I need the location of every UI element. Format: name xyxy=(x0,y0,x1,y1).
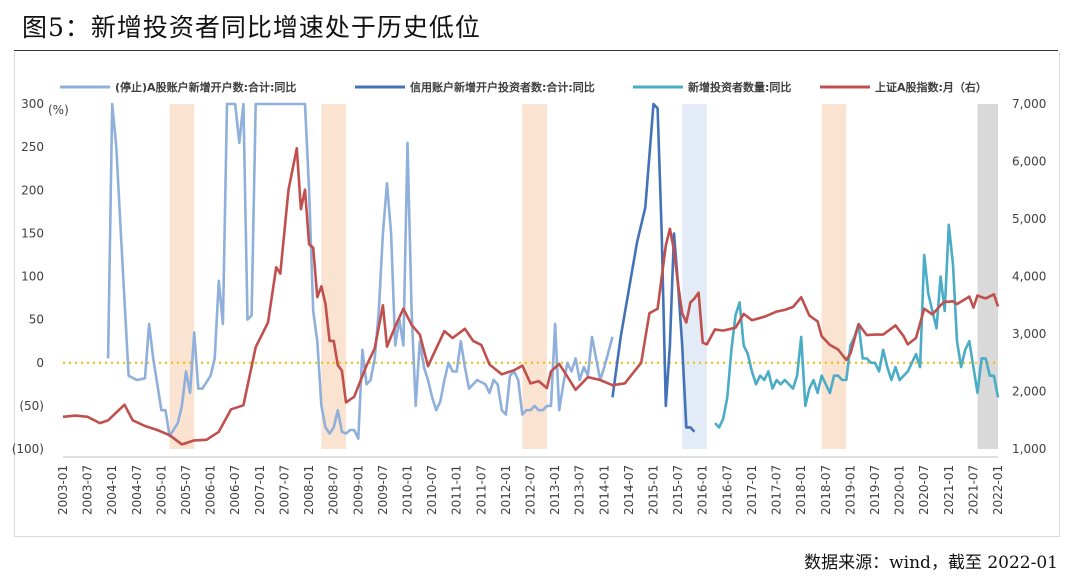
right-tick-label: 4,000 xyxy=(1012,270,1046,284)
legend-label-0: (停止)A股账户新增开户数:合计:同比 xyxy=(115,80,296,94)
x-tick-label: 2019-01 xyxy=(843,465,857,515)
left-tick-label: 100 xyxy=(21,270,44,284)
left-axis-ticks: 300 250 200 150 100 50 0 (50) (100) xyxy=(12,97,44,456)
x-tick-label: 2012-01 xyxy=(499,465,513,515)
left-axis-unit: (%) xyxy=(48,103,69,117)
shaded-period-2 xyxy=(522,104,547,449)
right-tick-label: 3,000 xyxy=(1012,327,1046,341)
x-tick-label: 2018-07 xyxy=(819,465,833,515)
title-band xyxy=(14,4,1058,51)
legend-label-1: 信用账户新增开户投资者数:合计:同比 xyxy=(410,80,595,94)
left-tick-label: 150 xyxy=(21,226,44,240)
x-tick-label: 2015-01 xyxy=(647,465,661,515)
x-tick-label: 2017-01 xyxy=(745,465,759,515)
series-line-1 xyxy=(611,102,696,433)
x-tick-label: 2022-01 xyxy=(991,465,1005,515)
left-tick-label: (100) xyxy=(12,442,44,456)
page-title: 图5：新增投资者同比增速处于历史低位 xyxy=(22,13,481,42)
x-tick-label: 2003-01 xyxy=(56,465,70,515)
series-line-2 xyxy=(714,223,1000,429)
shaded-period-5 xyxy=(977,104,998,449)
x-tick-label: 2016-01 xyxy=(696,465,710,515)
x-tick-label: 2017-07 xyxy=(770,465,784,515)
legend-label-2: 新增投资者数量:同比 xyxy=(688,80,791,94)
shaded-period-1 xyxy=(321,104,346,449)
shaded-periods xyxy=(169,104,998,449)
x-tick-label: 2007-07 xyxy=(277,465,291,515)
left-tick-label: 250 xyxy=(21,140,44,154)
legend-label-3: 上证A股指数:月（右） xyxy=(875,80,987,94)
x-tick-label: 2005-07 xyxy=(179,465,193,515)
right-tick-label: 2,000 xyxy=(1012,385,1046,399)
x-tick-label: 2007-01 xyxy=(253,465,267,515)
source-note: 数据来源：wind，截至 2022-01 xyxy=(804,553,1058,573)
x-tick-label: 2006-07 xyxy=(228,465,242,515)
left-tick-label: 200 xyxy=(21,183,44,197)
x-tick-label: 2005-01 xyxy=(154,465,168,515)
x-tick-label: 2015-07 xyxy=(671,465,685,515)
x-tick-label: 2006-01 xyxy=(204,465,218,515)
x-tick-label: 2021-01 xyxy=(942,465,956,515)
x-tick-label: 2013-07 xyxy=(573,465,587,515)
x-tick-label: 2003-07 xyxy=(81,465,95,515)
x-tick-label: 2008-07 xyxy=(327,465,341,515)
x-tick-label: 2014-01 xyxy=(597,465,611,515)
x-tick-label: 2019-07 xyxy=(868,465,882,515)
x-tick-label: 2011-01 xyxy=(450,465,464,515)
right-axis-ticks: 7,000 6,000 5,000 4,000 3,000 2,000 1,000 xyxy=(1012,97,1046,456)
left-tick-label: (50) xyxy=(19,399,44,413)
shaded-period-4 xyxy=(821,104,847,449)
x-tick-label: 2010-01 xyxy=(400,465,414,515)
x-axis-ticks: 2003-01 2003-07 2004-01 2004-07 2005-01 2005-… xyxy=(56,456,1005,515)
x-tick-label: 2012-07 xyxy=(524,465,538,515)
x-tick-label: 2009-07 xyxy=(376,465,390,515)
x-tick-label: 2011-07 xyxy=(474,465,488,515)
right-tick-label: 7,000 xyxy=(1012,97,1046,111)
chart-frame xyxy=(14,52,1060,537)
x-tick-label: 2016-07 xyxy=(720,465,734,515)
series-lines xyxy=(62,102,1000,446)
x-tick-label: 2008-01 xyxy=(302,465,316,515)
x-tick-label: 2013-01 xyxy=(548,465,562,515)
x-tick-label: 2020-07 xyxy=(917,465,931,515)
left-tick-label: 50 xyxy=(29,313,44,327)
right-tick-label: 1,000 xyxy=(1012,442,1046,456)
x-tick-label: 2014-07 xyxy=(622,465,636,515)
x-tick-label: 2009-01 xyxy=(351,465,365,515)
series-line-0 xyxy=(106,102,614,440)
x-tick-label: 2010-07 xyxy=(425,465,439,515)
x-tick-label: 2018-01 xyxy=(794,465,808,515)
right-tick-label: 5,000 xyxy=(1012,212,1046,226)
shaded-period-3 xyxy=(682,104,707,449)
x-tick-label: 2020-01 xyxy=(893,465,907,515)
right-tick-label: 6,000 xyxy=(1012,155,1046,169)
legend: (停止)A股账户新增开户数:合计:同比 信用账户新增开户投资者数:合计:同比 新增投… xyxy=(60,80,987,94)
left-tick-label: 300 xyxy=(21,97,44,111)
x-tick-label: 2004-07 xyxy=(130,465,144,515)
left-tick-label: 0 xyxy=(36,356,44,370)
x-tick-label: 2021-07 xyxy=(966,465,980,515)
series-line-3 xyxy=(62,147,1000,446)
x-tick-label: 2004-01 xyxy=(105,465,119,515)
